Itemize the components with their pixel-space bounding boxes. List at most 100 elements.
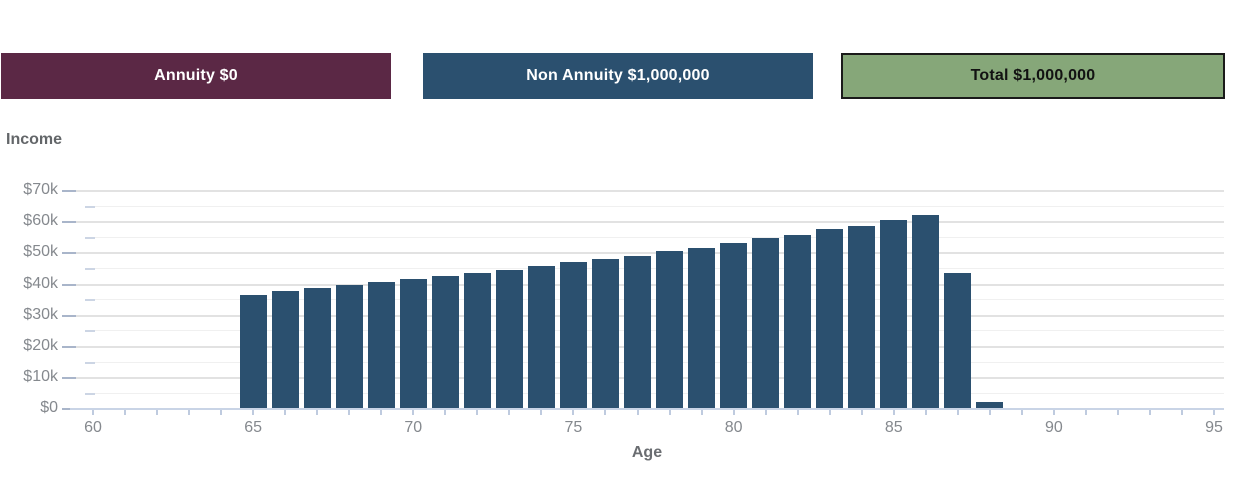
income-bar-age-72[interactable]	[463, 272, 491, 409]
income-bar-age-68[interactable]	[335, 285, 363, 409]
income-bar-age-77[interactable]	[624, 255, 651, 409]
y-major-tick	[62, 283, 76, 286]
x-tick	[380, 410, 383, 416]
x-tick	[188, 410, 191, 416]
x-tick	[668, 410, 671, 416]
x-tick	[508, 410, 511, 416]
income-bar-age-83[interactable]	[816, 229, 844, 409]
x-tick	[604, 410, 607, 416]
y-minor-tick	[85, 361, 95, 364]
x-tick-label: 80	[724, 419, 743, 437]
x-tick	[1020, 410, 1023, 416]
x-tick	[700, 410, 703, 416]
x-tick	[476, 410, 479, 416]
x-tick	[348, 410, 351, 416]
x-tick-label: 70	[404, 419, 423, 437]
major-gridline	[76, 252, 1224, 255]
income-bar-age-76[interactable]	[591, 258, 619, 409]
x-tick	[92, 410, 94, 416]
y-minor-tick	[85, 392, 95, 395]
y-major-tick	[62, 408, 76, 411]
x-tick	[892, 410, 895, 416]
y-major-tick	[62, 314, 76, 317]
x-tick	[540, 410, 543, 416]
minor-gridline	[95, 205, 1224, 207]
x-tick	[732, 410, 735, 416]
income-bar-age-66[interactable]	[271, 291, 299, 409]
y-tick-label: $0	[40, 399, 58, 417]
annuity-total-button[interactable]: Annuity $0	[1, 53, 391, 99]
x-tick-label: 60	[84, 419, 102, 437]
x-tick	[860, 410, 863, 416]
y-minor-tick	[85, 268, 95, 271]
x-tick	[284, 410, 287, 416]
y-tick-label: $30k	[23, 305, 58, 323]
x-tick-label: 95	[1205, 419, 1223, 437]
income-bar-age-65[interactable]	[239, 294, 267, 409]
income-bar-age-84[interactable]	[848, 225, 876, 409]
income-bar-age-87[interactable]	[944, 272, 972, 409]
y-major-tick	[62, 345, 76, 348]
total-button[interactable]: Total $1,000,000	[841, 53, 1225, 99]
annuity-total-label: Annuity $0	[154, 67, 238, 84]
major-gridline	[76, 221, 1224, 224]
income-bar-age-67[interactable]	[303, 288, 331, 409]
x-tick-label: 90	[1044, 419, 1063, 437]
x-tick	[956, 410, 959, 416]
x-axis-title: Age	[631, 444, 663, 461]
income-bar-age-81[interactable]	[752, 238, 780, 409]
minor-gridline	[95, 236, 1224, 238]
x-tick	[444, 410, 447, 416]
x-tick-label: 75	[564, 419, 583, 437]
income-bar-age-71[interactable]	[431, 275, 459, 409]
non-annuity-total-label: Non Annuity $1,000,000	[526, 67, 710, 84]
income-bar-age-74[interactable]	[527, 266, 555, 409]
y-axis-title: Income	[6, 131, 63, 148]
y-major-tick	[62, 221, 76, 224]
non-annuity-total-button[interactable]: Non Annuity $1,000,000	[423, 53, 813, 99]
x-tick	[572, 410, 575, 416]
x-tick	[412, 410, 415, 416]
x-tick	[1116, 410, 1119, 416]
major-gridline	[76, 190, 1224, 193]
x-tick	[764, 410, 767, 416]
y-tick-label: $40k	[23, 274, 58, 292]
income-bar-age-86[interactable]	[912, 215, 940, 409]
y-tick-label: $20k	[23, 336, 58, 354]
income-bar-age-73[interactable]	[495, 269, 523, 409]
x-tick	[828, 410, 831, 416]
income-bar-age-80[interactable]	[720, 243, 748, 409]
x-tick	[1052, 410, 1055, 416]
income-bar-age-69[interactable]	[367, 282, 395, 409]
x-tick	[252, 410, 255, 416]
total-label: Total $1,000,000	[970, 67, 1096, 84]
income-bar-age-75[interactable]	[559, 261, 587, 409]
y-minor-tick	[85, 330, 95, 333]
x-tick	[220, 410, 223, 416]
y-major-tick	[62, 252, 76, 255]
x-tick	[124, 410, 127, 416]
y-minor-tick	[85, 299, 95, 302]
y-major-tick	[62, 377, 76, 380]
y-minor-tick	[85, 236, 95, 239]
x-tick	[156, 410, 159, 416]
income-bar-age-78[interactable]	[656, 250, 684, 409]
x-tick	[1148, 410, 1151, 416]
x-tick	[1084, 410, 1087, 416]
x-tick	[636, 410, 639, 416]
y-tick-label: $10k	[23, 368, 58, 386]
income-bar-age-79[interactable]	[688, 247, 716, 409]
y-tick-label: $70k	[23, 181, 58, 199]
y-tick-label: $50k	[23, 243, 58, 261]
income-bar-age-70[interactable]	[399, 278, 427, 409]
y-major-tick	[62, 190, 76, 193]
income-bar-age-82[interactable]	[784, 235, 812, 409]
income-bar-age-85[interactable]	[880, 219, 908, 409]
x-tick	[924, 410, 927, 416]
y-minor-tick	[85, 205, 95, 208]
x-tick	[1181, 410, 1184, 416]
income-bar-age-88[interactable]	[976, 402, 1004, 409]
x-axis-line	[70, 408, 1224, 411]
